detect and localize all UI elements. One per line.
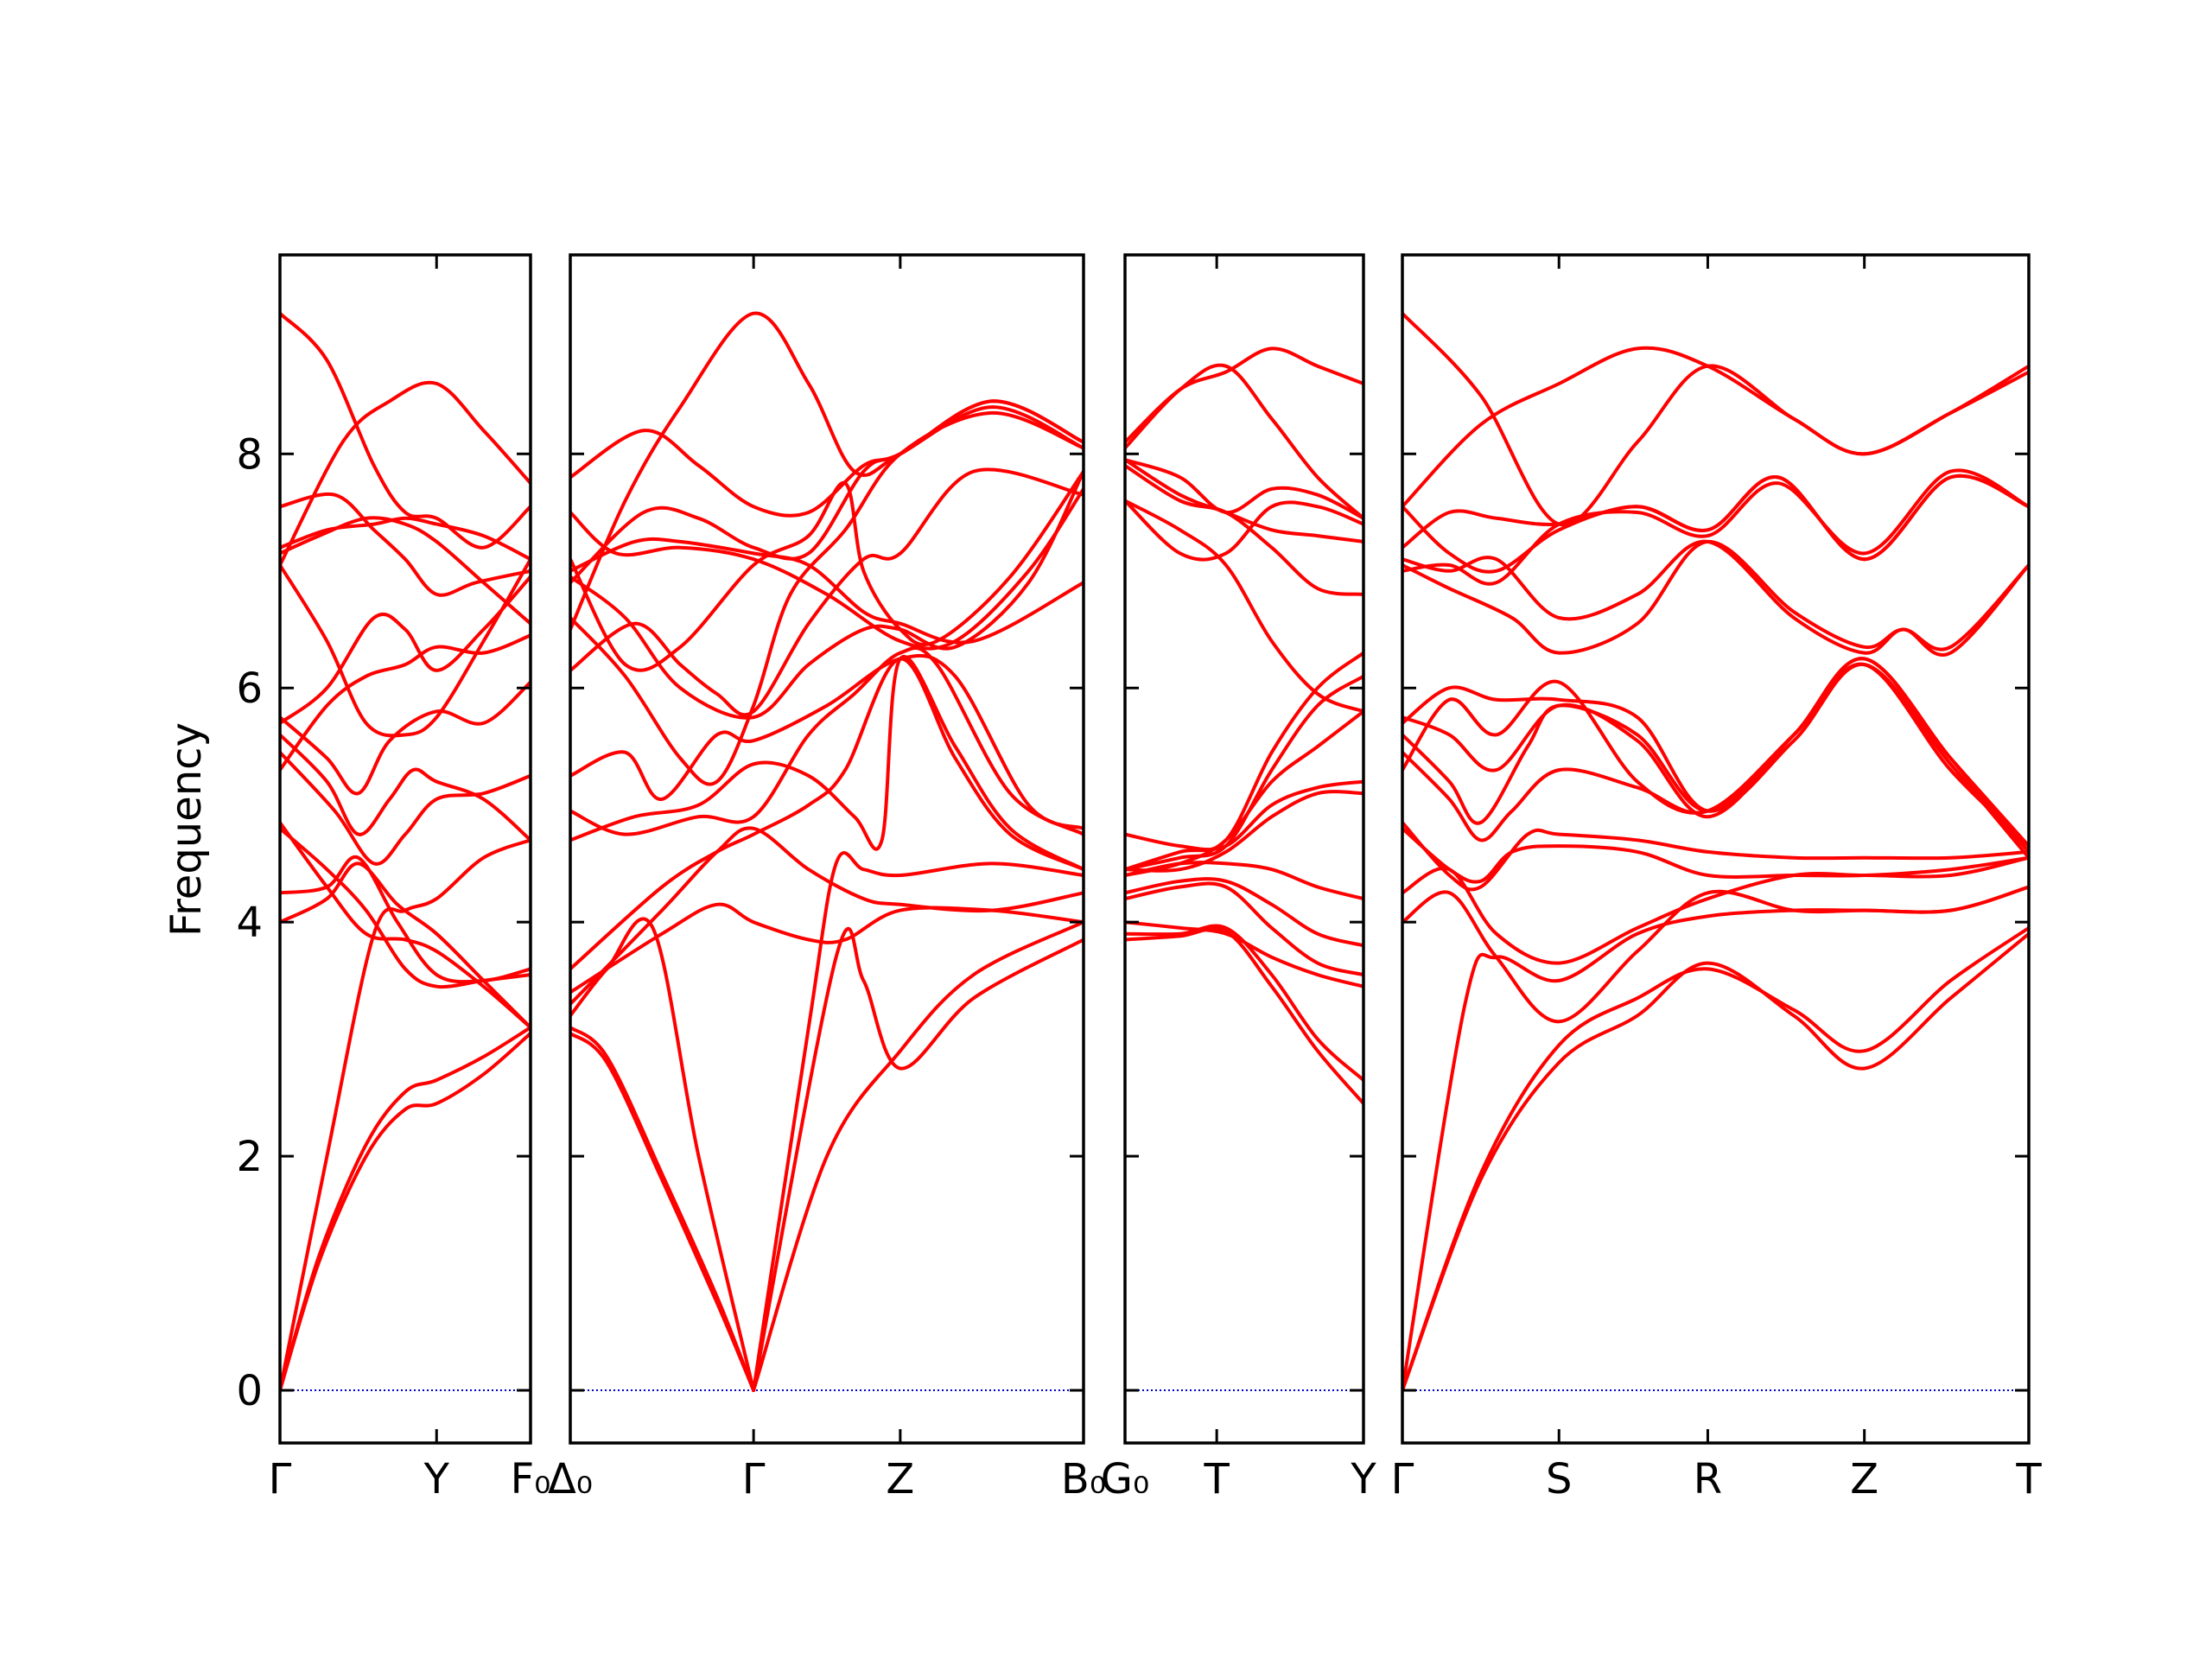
band-line-12 (1402, 663, 2029, 860)
band-line-19 (1402, 311, 2029, 527)
panel-frame (1123, 253, 1365, 1445)
band-line-6 (280, 826, 531, 989)
y-tick-label: 8 (236, 430, 263, 479)
band-line-13 (280, 557, 531, 738)
x-tick-label: R (1694, 1455, 1722, 1503)
band-line-6 (1402, 826, 2029, 884)
band-line-4 (1125, 881, 1363, 977)
band-line-15 (280, 516, 531, 562)
band-line-16 (280, 492, 531, 597)
band-group (280, 311, 531, 1392)
x-tick-label: G₀ (1101, 1455, 1149, 1503)
band-line-1 (280, 1031, 531, 1392)
band-line-16 (1125, 458, 1363, 520)
band-line-18 (1125, 346, 1363, 444)
band-line-16 (1402, 474, 2029, 574)
band-line-17 (280, 380, 531, 567)
panel-frame (278, 253, 532, 1445)
band-line-11 (570, 646, 1084, 836)
band-line-12 (570, 653, 1084, 830)
y-tick-label: 4 (236, 899, 263, 947)
band-line-15 (1125, 499, 1363, 562)
x-tick-label: Δ₀ (548, 1455, 593, 1503)
band-line-20 (570, 405, 1084, 585)
x-tick-label: S (1546, 1455, 1572, 1503)
y-tick-label: 6 (236, 664, 263, 713)
band-group (570, 311, 1084, 1392)
band-line-5 (752, 920, 1084, 1392)
band-line-12 (1125, 499, 1363, 714)
y-tick-label: 2 (236, 1133, 263, 1181)
panel-frame (1401, 253, 2031, 1445)
band-line-10 (280, 680, 531, 796)
band-line-17 (1402, 468, 2029, 586)
band-group (1125, 346, 1363, 1106)
band-line-2 (1402, 925, 2029, 1392)
band-line-10 (1125, 674, 1363, 872)
band-line-8 (280, 750, 531, 866)
panel-3: G₀ T Y (1101, 253, 1376, 1503)
x-tick-label: Y (423, 1455, 450, 1503)
x-tick-label: Γ (1391, 1455, 1414, 1503)
band-line-5 (1402, 855, 2029, 965)
band-line-15 (570, 469, 1084, 720)
y-axis-label: Frequency (162, 722, 211, 937)
band-line-11 (1125, 651, 1363, 872)
band-group (1402, 311, 2029, 1392)
band-line-8 (1402, 662, 2029, 854)
band-line-7 (1125, 790, 1363, 873)
x-tick-label: Y (1350, 1455, 1376, 1503)
band-line-4 (1402, 885, 2029, 1024)
band-line-4 (752, 926, 1084, 1392)
band-line-8 (1125, 779, 1363, 852)
band-line-7 (1402, 821, 2029, 892)
band-line-14 (280, 516, 531, 626)
band-line-2 (570, 1026, 756, 1392)
y-tick-label: 0 (236, 1367, 263, 1415)
x-tick-label: F₀ (511, 1455, 551, 1503)
band-line-13 (570, 467, 1084, 717)
band-line-7 (280, 821, 531, 1030)
band-line-9 (570, 657, 1084, 971)
band-line-11 (280, 633, 531, 772)
x-tick-label: Γ (742, 1455, 766, 1503)
band-line-17 (1125, 363, 1363, 520)
band-line-8 (570, 902, 1084, 995)
band-line-14 (1125, 458, 1363, 543)
band-line-9 (280, 733, 531, 842)
band-line-11 (1402, 657, 2029, 854)
panel-2: Δ₀ Γ Z B₀ (548, 253, 1106, 1503)
band-line-9 (1402, 662, 2029, 849)
band-line-1 (570, 1031, 756, 1392)
x-tick-label: T (1203, 1455, 1230, 1503)
band-line-6 (752, 851, 1084, 1392)
band-line-2 (1125, 924, 1363, 1082)
band-line-17 (570, 486, 1084, 651)
panel-frame (569, 253, 1085, 1445)
x-tick-label: Z (886, 1455, 914, 1503)
band-line-1 (1125, 926, 1363, 1106)
x-tick-label: T (2015, 1455, 2042, 1503)
x-tick-label: B₀ (1061, 1455, 1106, 1503)
band-line-3 (280, 838, 531, 1392)
panel-1: 0 2 4 6 8 Γ Y F₀ (236, 253, 551, 1503)
band-line-5 (1125, 877, 1363, 948)
band-line-14 (1402, 539, 2029, 657)
band-line-1 (1402, 931, 2029, 1392)
band-line-12 (280, 575, 531, 725)
x-tick-label: Γ (269, 1455, 292, 1503)
band-line-10 (570, 655, 1084, 872)
x-tick-label: Z (1850, 1455, 1878, 1503)
band-line-3 (1125, 920, 1363, 988)
band-line-2 (280, 1026, 531, 1392)
band-line-18 (570, 537, 1084, 645)
band-line-21 (570, 311, 1084, 632)
band-line-18 (280, 311, 531, 550)
